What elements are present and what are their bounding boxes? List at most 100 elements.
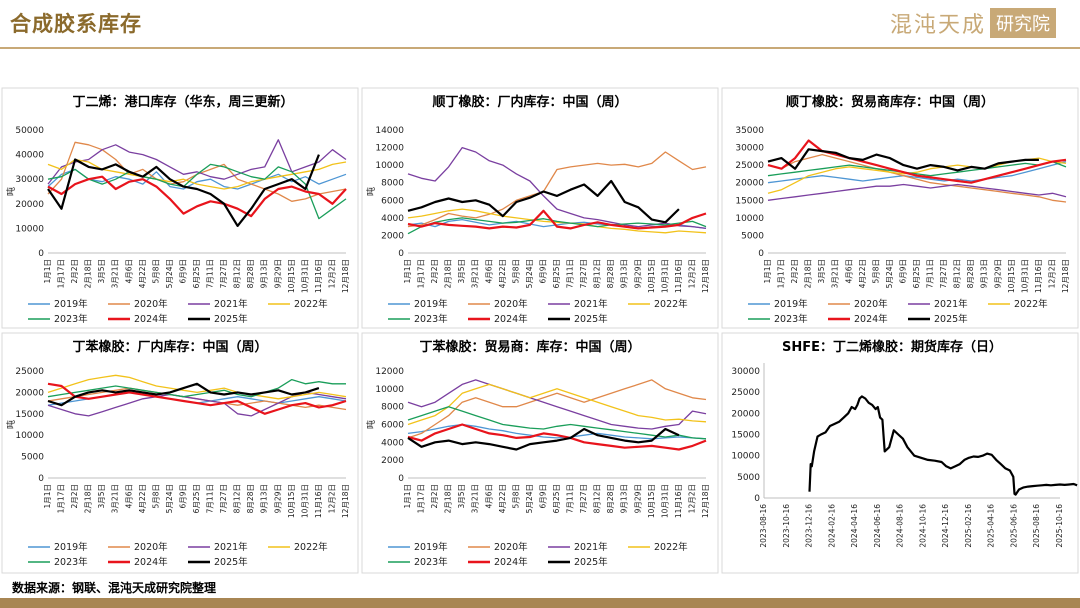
legend-label: 2021年 xyxy=(574,298,608,310)
legend-label: 2025年 xyxy=(574,313,608,325)
y-tick-label: 12000 xyxy=(375,367,404,377)
x-tick-label: 3月21日 xyxy=(111,484,120,513)
x-tick-label: 4月22日 xyxy=(138,484,147,513)
x-tick-label: 6月9日 xyxy=(898,259,907,284)
legend-label: 2023年 xyxy=(414,313,448,325)
panel-frame xyxy=(361,87,719,329)
x-tick-label: 8月12日 xyxy=(233,259,242,288)
series-line-2021年 xyxy=(47,391,347,417)
y-tick-label: 14000 xyxy=(375,126,404,136)
x-tick-label: 2月2日 xyxy=(790,259,799,284)
series-line-2022年 xyxy=(407,383,707,426)
x-tick-label: 6月25日 xyxy=(192,259,201,288)
x-tick-label: 6月9日 xyxy=(538,484,547,509)
x-tick-label: 12月18日 xyxy=(1061,259,1070,293)
x-tick-label: 8月28日 xyxy=(246,484,255,513)
chart-sbr-trader-inventory: 丁苯橡胶：贸易商：库存：中国（周） 0 2000 4000 6000 8000 10000 1… xyxy=(361,332,719,574)
x-tick-label: 5月8日 xyxy=(511,484,520,509)
chart-title: 丁苯橡胶：厂内库存：中国（周） xyxy=(72,339,267,355)
y-tick-label: 10000 xyxy=(735,214,764,224)
x-tick-label: 10月15日 xyxy=(647,484,656,518)
x-tick-label: 2024-06-16 xyxy=(873,504,882,548)
chart-shfe-br-futures-inventory: SHFE：丁二烯橡胶：期货库存（日） 0 5000 10000 15000 20000 25… xyxy=(721,332,1079,574)
series-line-2021年 xyxy=(407,146,707,230)
series-line-2024年 xyxy=(47,175,347,218)
y-tick-label: 6000 xyxy=(381,421,404,431)
brand-box: 研究院 xyxy=(990,8,1056,38)
x-tick-label: 2月2日 xyxy=(70,484,79,509)
y-tick-label: 10000 xyxy=(731,452,760,462)
x-tick-label: 8月12日 xyxy=(233,484,242,513)
series-line-2024年 xyxy=(47,382,347,415)
x-tick-label: 2025-06-16 xyxy=(1009,504,1018,548)
y-tick-label: 5000 xyxy=(741,231,764,241)
y-tick-label: 5000 xyxy=(737,473,760,483)
series-line-2020年 xyxy=(407,379,707,439)
series-line-2020年 xyxy=(407,151,707,228)
legend-label: 2025年 xyxy=(574,556,608,568)
series-line-2025年 xyxy=(47,382,320,407)
x-tick-label: 8月28日 xyxy=(606,259,615,288)
chart-br-trader-inventory: 顺丁橡胶：贸易商库存：中国（周） 0 5000 10000 15000 20000 2500… xyxy=(721,87,1079,329)
legend-label: 2024年 xyxy=(134,556,168,568)
x-tick-label: 9月29日 xyxy=(993,259,1002,288)
y-tick-label: 2000 xyxy=(381,231,404,241)
chart-title: 丁苯橡胶：贸易商：库存：中国（周） xyxy=(419,339,640,355)
legend-label: 2025年 xyxy=(934,313,968,325)
y-axis-label: 吨 xyxy=(5,187,17,196)
series-line-2021年 xyxy=(47,139,347,185)
data-source: 数据来源：钢联、混沌天成研究院整理 xyxy=(12,581,217,595)
x-tick-label: 12月18日 xyxy=(701,259,710,293)
y-tick-label: 30000 xyxy=(15,175,44,185)
x-tick-label: 1月1日 xyxy=(43,484,52,509)
x-tick-label: 2月18日 xyxy=(84,484,93,513)
x-tick-label: 5月24日 xyxy=(525,259,534,288)
series-line-2022年 xyxy=(47,374,347,400)
y-axis-label: 吨 xyxy=(5,420,17,429)
legend-label: 2024年 xyxy=(854,313,888,325)
panel-frame xyxy=(1,332,359,574)
x-tick-label: 5月24日 xyxy=(165,484,174,513)
x-tick-label: 8月12日 xyxy=(593,259,602,288)
x-tick-label: 4月22日 xyxy=(138,259,147,288)
y-tick-label: 25000 xyxy=(15,367,44,377)
chart-br-plant-inventory: 顺丁橡胶：厂内库存：中国（周） 0 2000 4000 6000 8000 10000 120… xyxy=(361,87,719,329)
x-tick-label: 11月16日 xyxy=(314,484,323,518)
y-tick-label: 6000 xyxy=(381,196,404,206)
series-line-2022年 xyxy=(47,158,347,190)
legend-label: 2020年 xyxy=(494,541,528,553)
x-tick-label: 3月21日 xyxy=(111,259,120,288)
series-line-2023年 xyxy=(407,217,707,235)
x-tick-label: 7月11日 xyxy=(566,484,575,513)
legend-label: 2023年 xyxy=(414,556,448,568)
legend-label: 2019年 xyxy=(414,541,448,553)
x-tick-label: 1月17日 xyxy=(777,259,786,288)
series-line-2025年 xyxy=(407,179,680,224)
x-tick-label: 7月11日 xyxy=(206,484,215,513)
x-tick-label: 9月13日 xyxy=(620,259,629,288)
x-tick-label: 3月5日 xyxy=(457,484,466,509)
legend-label: 2020年 xyxy=(854,298,888,310)
footer-bar xyxy=(0,598,1080,608)
x-tick-label: 8月28日 xyxy=(246,259,255,288)
x-tick-label: 8月12日 xyxy=(593,484,602,513)
x-tick-label: 11月16日 xyxy=(314,259,323,293)
x-tick-label: 3月21日 xyxy=(831,259,840,288)
x-tick-label: 10月31日 xyxy=(300,259,309,293)
y-tick-label: 15000 xyxy=(735,196,764,206)
x-tick-label: 12月18日 xyxy=(341,259,350,293)
x-tick-label: 5月8日 xyxy=(871,259,880,284)
x-tick-label: 6月25日 xyxy=(552,484,561,513)
series-line-2025年 xyxy=(47,154,320,227)
x-tick-label: 7月27日 xyxy=(219,484,228,513)
panel-frame xyxy=(1,87,359,329)
x-tick-label: 1月17日 xyxy=(417,259,426,288)
series-line-期货库存 xyxy=(808,395,1078,496)
x-tick-label: 4月22日 xyxy=(498,259,507,288)
x-tick-label: 1月17日 xyxy=(57,484,66,513)
x-tick-label: 6月9日 xyxy=(538,259,547,284)
x-tick-label: 10月31日 xyxy=(660,259,669,293)
x-tick-label: 2月2日 xyxy=(430,484,439,509)
legend-label: 2023年 xyxy=(54,313,88,325)
x-tick-label: 5月24日 xyxy=(885,259,894,288)
